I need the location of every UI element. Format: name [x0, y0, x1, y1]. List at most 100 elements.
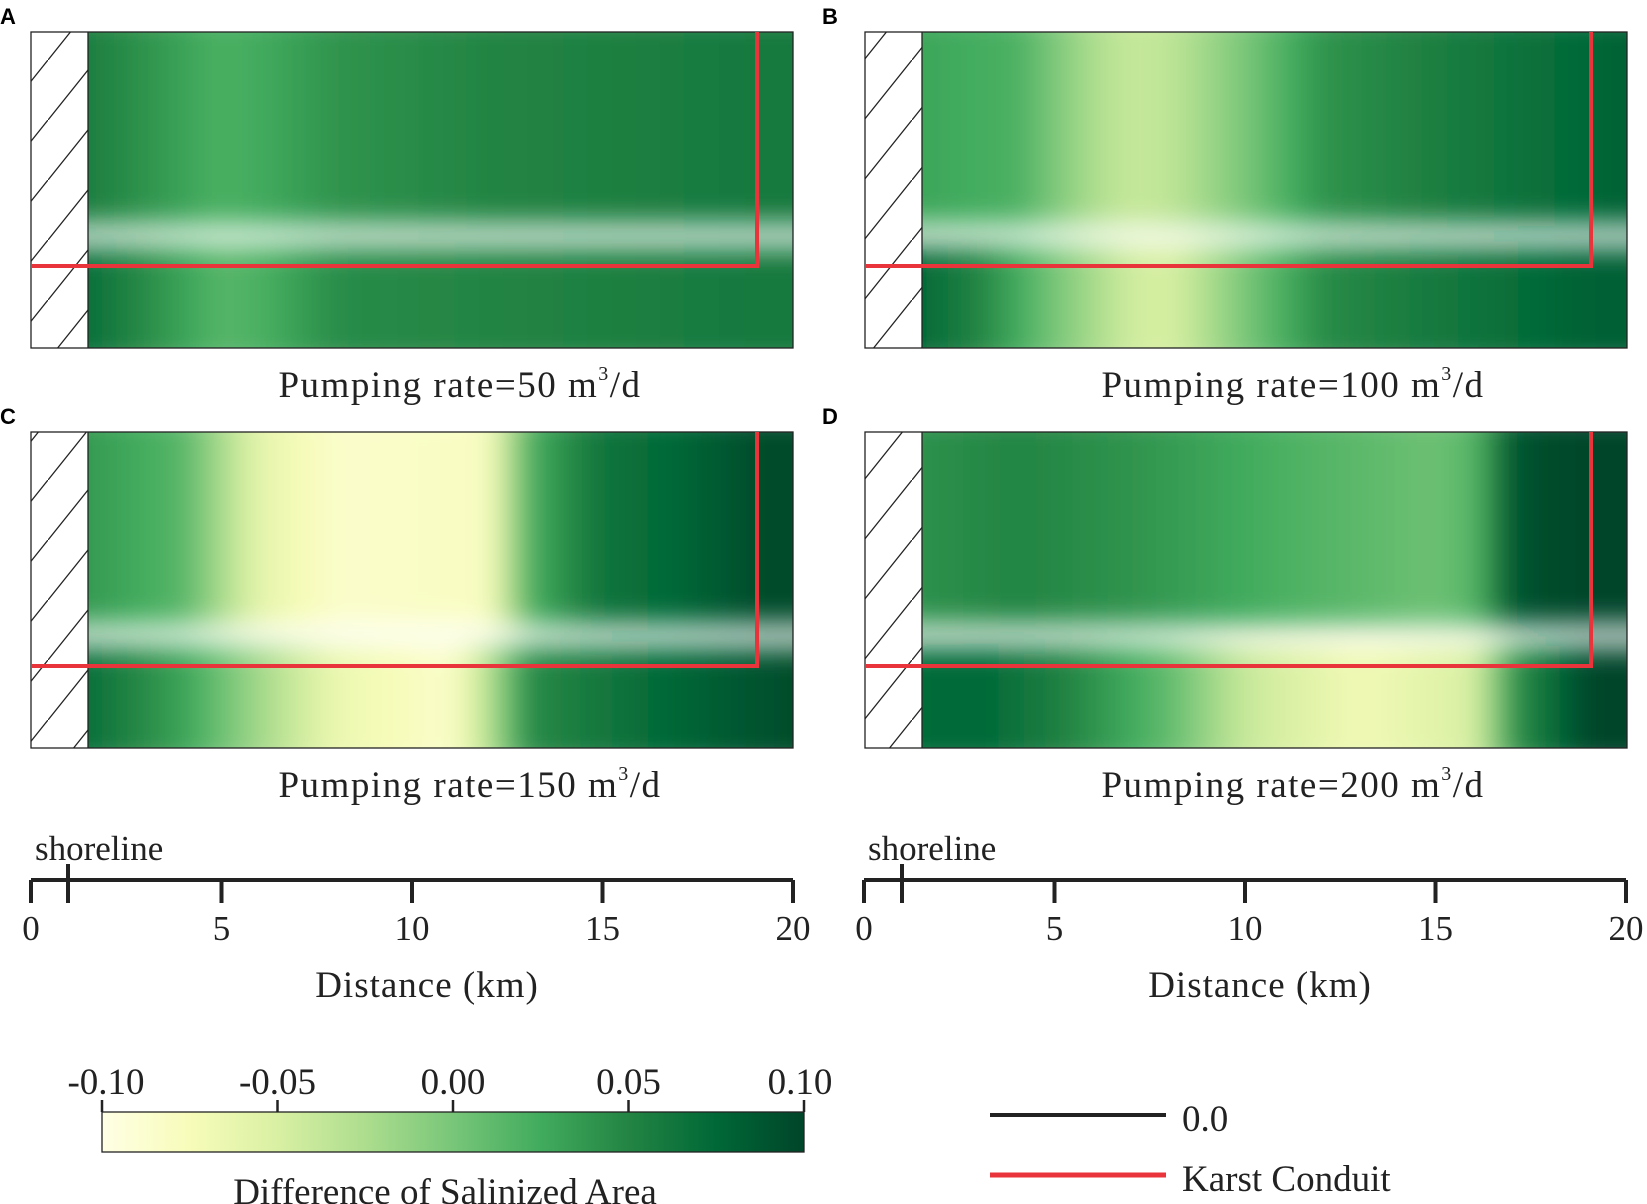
heatmap-cell	[551, 32, 565, 226]
heatmap-cell	[1096, 246, 1110, 348]
heatmap-cell	[1506, 246, 1520, 348]
heatmap-cell	[1240, 246, 1254, 348]
heatmap-cell	[491, 32, 505, 226]
heatmap-cell	[720, 432, 734, 626]
heatmap-cell	[153, 246, 167, 348]
heatmap-cell	[165, 432, 179, 626]
heatmap-cell	[346, 32, 360, 226]
heatmap-cell	[286, 32, 300, 226]
heatmap-cell	[612, 246, 626, 348]
heatmap-cell	[1409, 432, 1423, 626]
heatmap-cell	[975, 246, 989, 348]
heatmap-cell	[922, 32, 929, 226]
colorbar-tick-label: -0.05	[239, 1062, 316, 1103]
heatmap-cell	[1349, 246, 1363, 348]
heatmap-cell	[467, 246, 481, 348]
heatmap-cell	[768, 32, 782, 226]
heatmap-cell	[922, 646, 929, 748]
heatmap-cell	[394, 432, 408, 626]
heatmap-cell	[951, 646, 965, 748]
heatmap-cell	[1361, 432, 1375, 626]
heatmap-cell	[1096, 32, 1110, 226]
heatmap-cell	[503, 246, 517, 348]
heatmap-cell	[1289, 646, 1303, 748]
heatmap-cell	[1554, 646, 1568, 748]
heatmap-cell	[382, 432, 396, 626]
heatmap-cell	[612, 646, 626, 748]
heatmap-cell	[515, 432, 529, 626]
heatmap-cell	[539, 246, 553, 348]
panel-b-upper-cells	[922, 32, 1627, 226]
panel-d: D Pumping rate=200 m3/d	[822, 404, 1628, 806]
heatmap-cell	[1265, 646, 1279, 748]
heatmap-cell	[624, 32, 638, 226]
heatmap-cell	[1156, 646, 1170, 748]
heatmap-cell	[177, 432, 191, 626]
heatmap-cell	[93, 646, 107, 748]
heatmap-cell	[88, 646, 95, 748]
heatmap-cell	[286, 646, 300, 748]
heatmap-cell	[1156, 432, 1170, 626]
heatmap-cell	[1361, 32, 1375, 226]
heatmap-cell	[720, 32, 734, 226]
colorbar-label: Difference of Salinized Area	[233, 1172, 657, 1204]
heatmap-cell	[1433, 246, 1448, 348]
heatmap-cell	[1566, 432, 1580, 626]
axis-ticks-right	[862, 880, 1628, 903]
heatmap-cell	[563, 646, 577, 748]
heatmap-cell	[1337, 32, 1351, 226]
heatmap-cell	[744, 32, 758, 226]
heatmap-cell	[1168, 646, 1182, 748]
heatmap-cell	[660, 32, 674, 226]
heatmap-cell	[1228, 32, 1242, 226]
heatmap-cell	[491, 646, 505, 748]
heatmap-cell	[539, 646, 553, 748]
heatmap-cell	[563, 246, 577, 348]
heatmap-cell	[370, 32, 384, 226]
heatmap-cell	[1120, 646, 1134, 748]
heatmap-cell	[105, 246, 119, 348]
heatmap-cell	[225, 32, 239, 226]
heatmap-cell	[732, 32, 746, 226]
heatmap-cell	[1132, 646, 1146, 748]
heatmap-cell	[1421, 646, 1435, 748]
heatmap-cell	[539, 432, 553, 626]
heatmap-cell	[1530, 432, 1544, 626]
heatmap-cell	[1144, 246, 1158, 348]
axis-tick-label: 5	[1046, 909, 1064, 948]
heatmap-cell	[213, 32, 227, 226]
heatmap-cell	[406, 32, 420, 226]
panel-a-upper-cells	[88, 32, 793, 226]
axis-tick-label: 0	[22, 909, 40, 948]
heatmap-cell	[1337, 432, 1351, 626]
heatmap-cell	[624, 432, 638, 626]
heatmap-cell	[443, 646, 457, 748]
heatmap-cell	[587, 246, 601, 348]
heatmap-cell	[999, 246, 1013, 348]
heatmap-cell	[999, 432, 1013, 626]
heatmap-cell	[1011, 432, 1025, 626]
heatmap-cell	[165, 646, 179, 748]
panel-b-caption: Pumping rate=100 m3/d	[1101, 363, 1484, 406]
axis-title-right: Distance (km)	[1148, 965, 1372, 1006]
axis-tick-label: 0	[855, 909, 873, 948]
heatmap-cell	[648, 646, 662, 748]
heatmap-cell	[1446, 646, 1460, 748]
heatmap-cell	[732, 246, 746, 348]
heatmap-cell	[1421, 432, 1435, 626]
heatmap-cell	[165, 246, 179, 348]
heatmap-cell	[467, 32, 481, 226]
heatmap-cell	[201, 432, 215, 626]
heatmap-cell	[939, 432, 953, 626]
heatmap-cell	[1446, 32, 1460, 226]
heatmap-cell	[479, 246, 493, 348]
panel-c-karst-conduit	[31, 432, 759, 668]
heatmap-cell	[1554, 32, 1568, 226]
heatmap-cell	[1566, 246, 1580, 348]
heatmap-cell	[1192, 32, 1206, 226]
heatmap-cell	[406, 646, 420, 748]
heatmap-cell	[599, 32, 614, 226]
heatmap-cell	[1228, 246, 1242, 348]
heatmap-cell	[1325, 32, 1339, 226]
heatmap-cell	[756, 432, 770, 626]
